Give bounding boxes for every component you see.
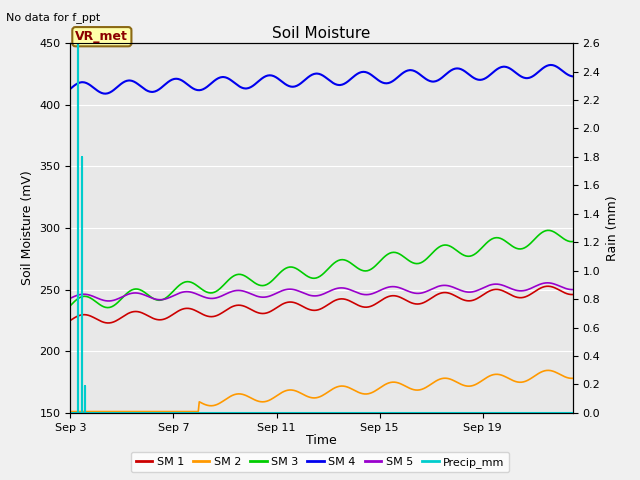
Text: VR_met: VR_met	[76, 30, 128, 43]
Title: Soil Moisture: Soil Moisture	[273, 25, 371, 41]
Legend: SM 1, SM 2, SM 3, SM 4, SM 5, Precip_mm: SM 1, SM 2, SM 3, SM 4, SM 5, Precip_mm	[131, 452, 509, 472]
Text: No data for f_ppt: No data for f_ppt	[6, 12, 100, 23]
Y-axis label: Rain (mm): Rain (mm)	[606, 195, 619, 261]
Y-axis label: Soil Moisture (mV): Soil Moisture (mV)	[21, 170, 34, 286]
X-axis label: Time: Time	[306, 434, 337, 447]
